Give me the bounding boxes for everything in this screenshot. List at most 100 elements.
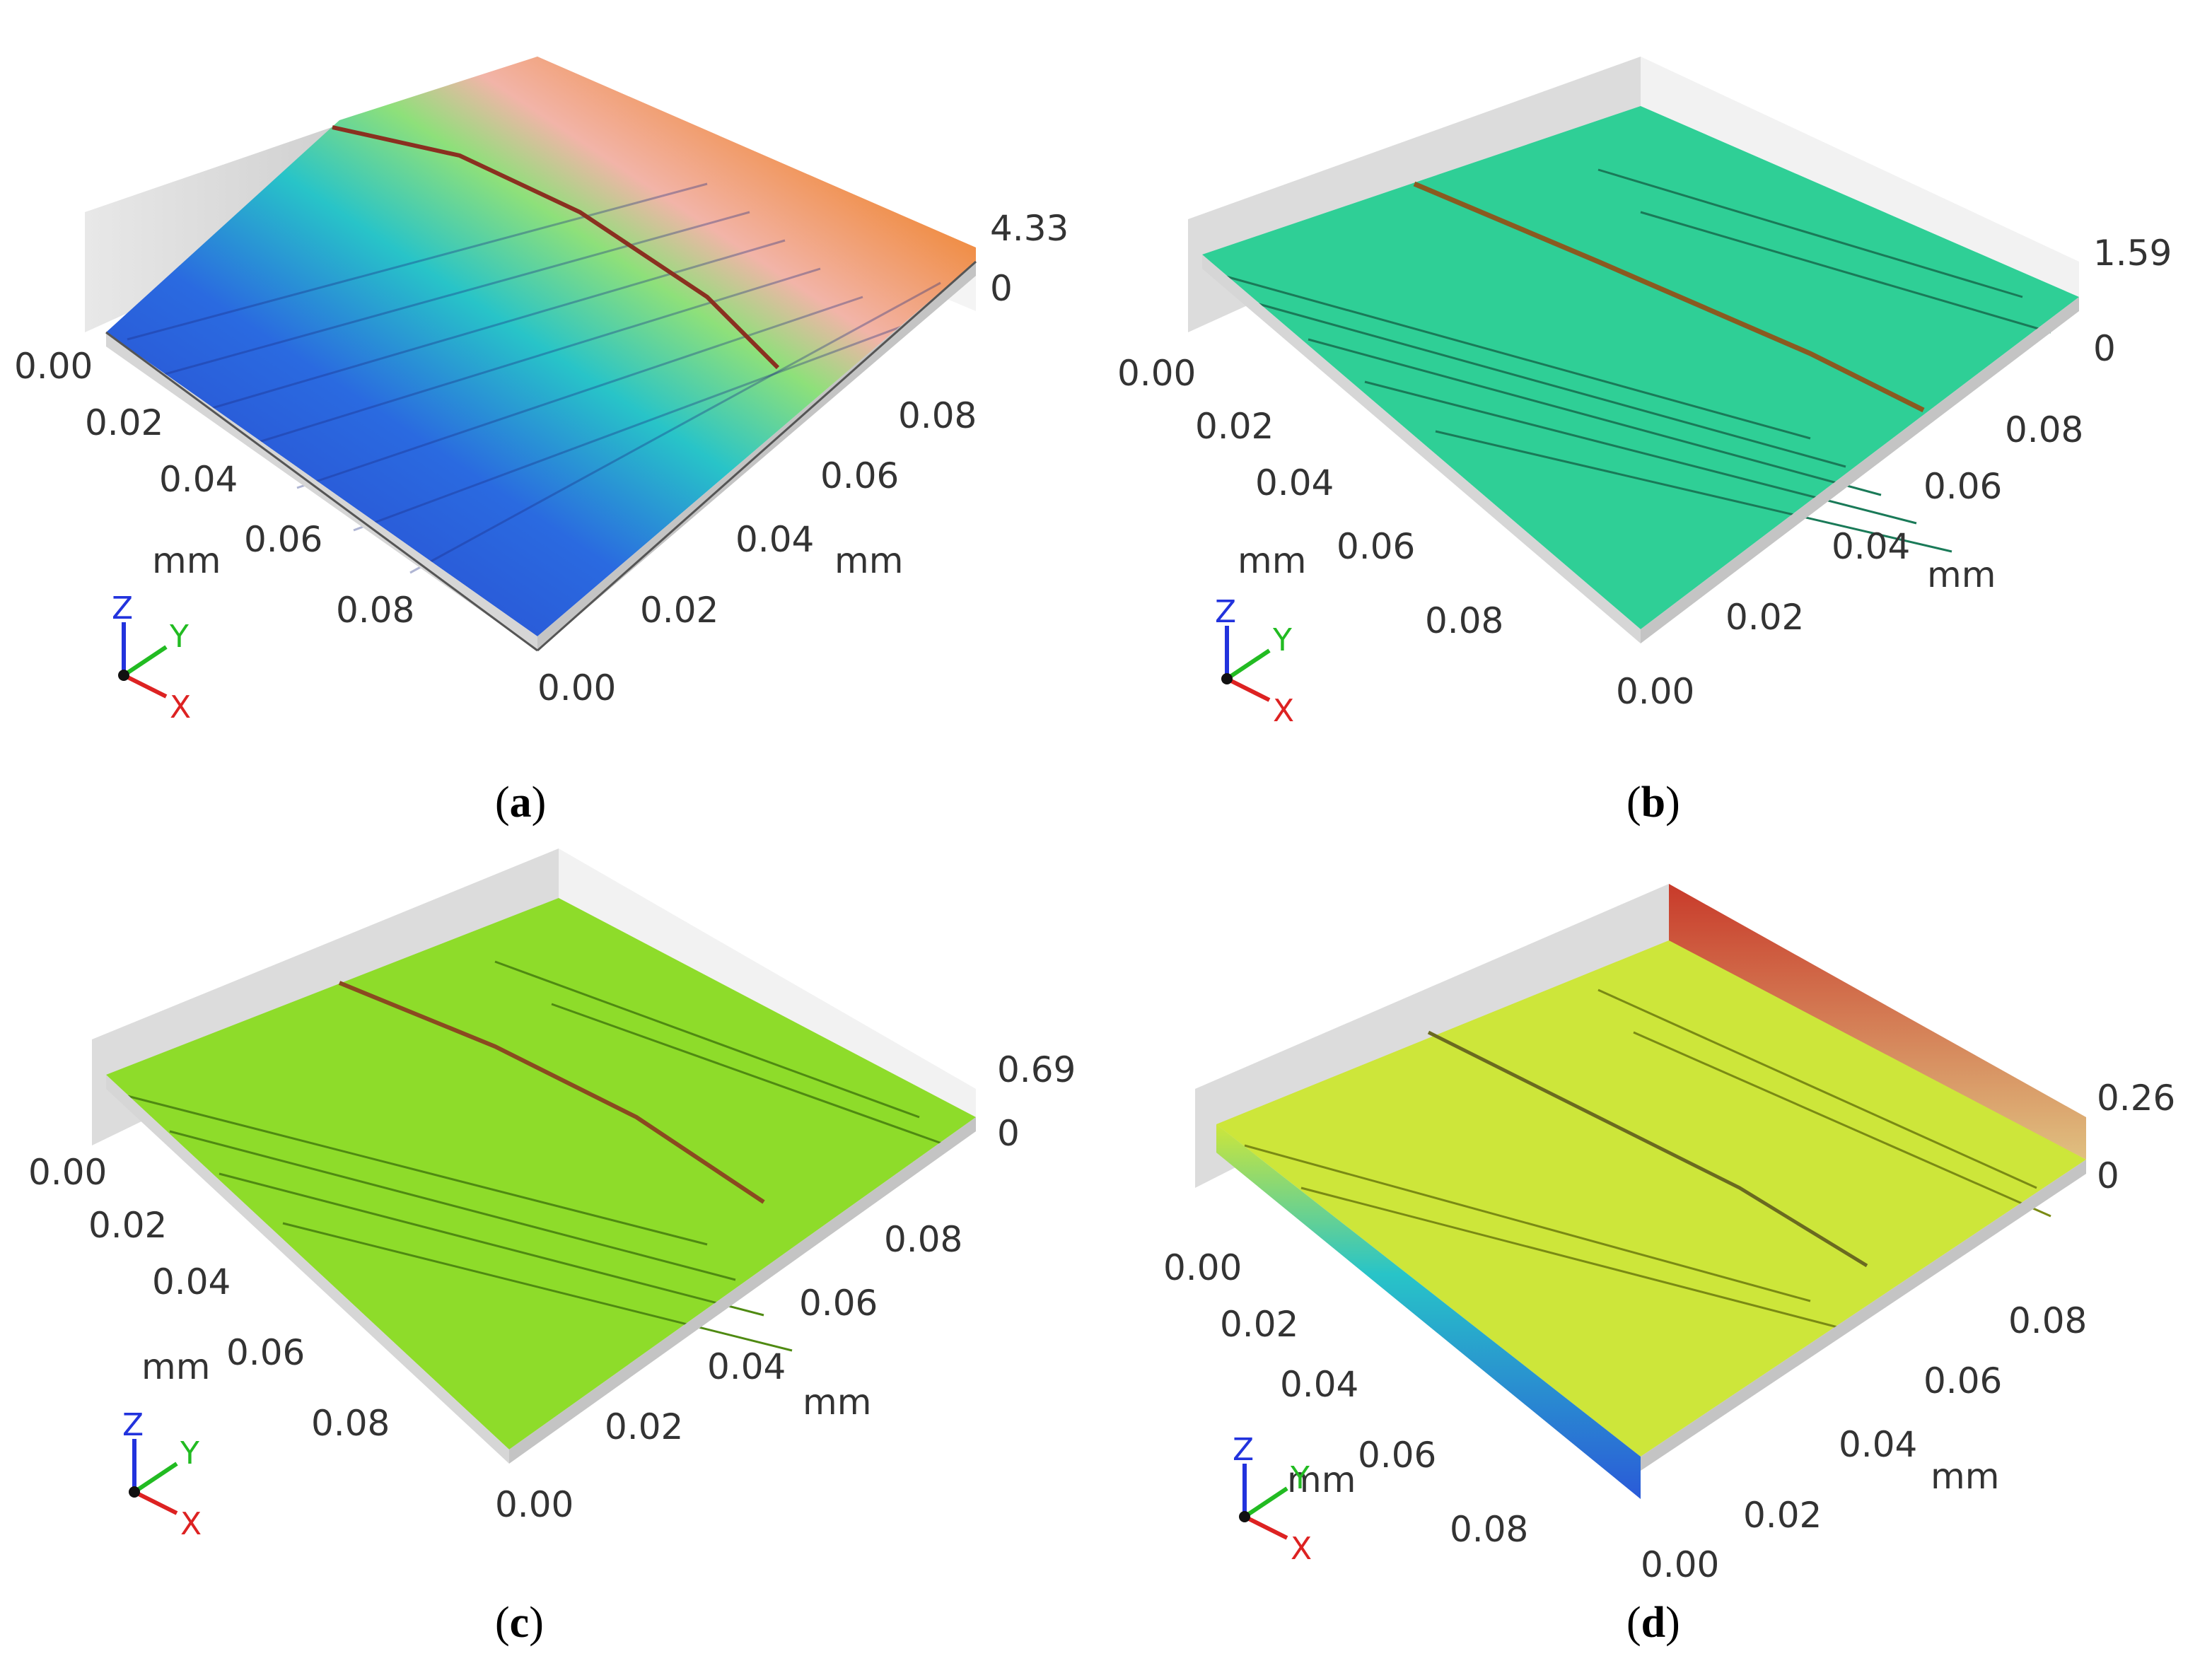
axis-triad-a: Z Y X [112,590,191,725]
triad-x-label: X [180,1506,202,1542]
front-wall-right [509,1117,976,1464]
caption-b-letter: b [1641,778,1666,827]
z-min-d: 0 [2097,1155,2119,1196]
step-edge-a [332,125,780,370]
triad-z-label: Z [1215,594,1236,630]
triad-z-label: Z [122,1407,144,1443]
x-tick-d-0: 0.00 [1163,1247,1242,1288]
surface-plot-c: 0.00 0.02 0.04 0.06 0.08 mm 0.00 0.02 0.… [28,848,1076,1542]
y-unit-a: mm [834,540,903,581]
front-wall-left [1216,1124,1641,1499]
y-tick-a-0: 0.00 [537,667,616,708]
x-tick-a-2: 0.04 [159,459,238,500]
y-tick-d-2: 0.04 [1839,1424,1917,1465]
surface-b [1202,106,2079,629]
triad-y-label: Y [180,1435,199,1471]
y-tick-c-0: 0.00 [495,1484,574,1525]
y-tick-a-4: 0.08 [898,395,977,436]
step-edge-b [1413,181,1925,413]
step-edge-d [1427,1030,1868,1268]
triad-z-label: Z [112,590,133,626]
front-wall-right [1641,1160,2086,1471]
back-wall-right [559,848,976,1131]
x-tick-b-1: 0.02 [1195,406,1274,447]
x-tick-a-0: 0.00 [14,346,93,387]
y-unit-d: mm [1931,1456,1999,1497]
x-tick-b-0: 0.00 [1117,353,1196,394]
caption-d-letter: d [1641,1599,1666,1647]
x-tick-c-2: 0.04 [152,1261,231,1302]
caption-b: (b) [1626,778,1680,827]
x-tick-c-4: 0.08 [311,1403,390,1444]
x-tick-c-3: 0.06 [226,1332,305,1373]
surface-plot-a: 0.00 0.02 0.04 0.06 0.08 mm 0.00 0.02 0.… [14,57,1069,725]
striations-c [127,960,948,1352]
panel-c: 0.00 0.02 0.04 0.06 0.08 mm 0.00 0.02 0.… [0,820,1103,1591]
triad-z-label: Z [1233,1432,1254,1468]
triad-y-label: Y [1290,1460,1310,1496]
back-wall-right [1669,884,2086,1160]
caption-d: (d) [1626,1599,1680,1647]
caption-c: (c) [495,1599,544,1647]
striations-d [1244,988,2051,1331]
y-tick-c-1: 0.02 [605,1406,683,1447]
y-tick-d-0: 0.00 [1641,1544,1719,1585]
y-tick-d-1: 0.02 [1743,1495,1822,1536]
axis-triad-d: Z Y X [1233,1432,1312,1567]
striations-a [127,182,941,574]
z-max-d: 0.26 [2097,1078,2175,1119]
triad-x-label: X [1273,693,1294,729]
y-tick-a-1: 0.02 [640,590,718,631]
caption-a: (a) [495,778,547,827]
z-min-a: 0 [990,268,1013,309]
triad-x-label: X [1291,1531,1312,1567]
y-tick-a-3: 0.06 [820,455,899,496]
panel-a: 0.00 0.02 0.04 0.06 0.08 mm 0.00 0.02 0.… [0,0,1103,771]
surface-d [1216,940,2086,1457]
y-tick-b-0: 0.00 [1616,671,1694,712]
surface-plot-d: 0.00 0.02 0.04 0.06 0.08 mm 0.00 0.02 0.… [1163,884,2175,1585]
z-max-c: 0.69 [997,1049,1076,1090]
y-unit-c: mm [803,1382,871,1423]
x-tick-b-3: 0.06 [1337,526,1415,567]
front-wall-left [106,1075,509,1464]
y-tick-d-3: 0.06 [1923,1360,2002,1401]
y-tick-a-2: 0.04 [735,519,814,560]
x-tick-a-4: 0.08 [336,590,414,631]
y-tick-b-4: 0.08 [2005,409,2083,450]
y-tick-c-3: 0.06 [799,1283,878,1324]
x-tick-d-3: 0.06 [1358,1435,1436,1476]
x-tick-a-3: 0.06 [244,519,322,560]
x-tick-c-0: 0.00 [28,1152,107,1193]
y-tick-d-4: 0.08 [2008,1300,2087,1341]
y-tick-b-3: 0.06 [1923,466,2002,507]
triad-x-label: X [170,689,191,725]
step-edge-c [338,981,765,1204]
y-tick-c-2: 0.04 [707,1346,786,1387]
axis-triad-b: Z Y X [1215,594,1294,729]
x-unit-d: mm [1287,1459,1356,1500]
z-max-b: 1.59 [2093,233,2172,274]
x-axis-ticks-a [105,260,977,652]
back-wall-right [1641,57,2079,311]
x-tick-d-1: 0.02 [1220,1304,1298,1345]
z-min-c: 0 [997,1113,1020,1154]
x-unit-c: mm [141,1346,210,1387]
caption-c-letter: c [509,1599,530,1647]
panel-d: 0.00 0.02 0.04 0.06 0.08 mm 0.00 0.02 0.… [1103,820,2206,1591]
y-tick-c-4: 0.08 [884,1219,962,1260]
x-tick-d-4: 0.08 [1450,1509,1528,1550]
y-unit-b: mm [1927,554,1996,595]
x-tick-a-1: 0.02 [85,402,163,443]
surface-c [106,898,976,1450]
z-min-b: 0 [2093,328,2116,369]
surface-a [106,57,976,636]
surface-plot-b: 0.00 0.02 0.04 0.06 0.08 mm 0.00 0.02 0.… [1117,57,2172,729]
x-tick-b-4: 0.08 [1425,600,1503,641]
triad-y-label: Y [169,619,189,655]
z-max-a: 4.33 [990,208,1069,249]
x-unit-a: mm [152,540,221,581]
front-wall-left [1202,255,1641,643]
triad-y-label: Y [1272,622,1292,658]
panel-b: 0.00 0.02 0.04 0.06 0.08 mm 0.00 0.02 0.… [1103,0,2206,771]
